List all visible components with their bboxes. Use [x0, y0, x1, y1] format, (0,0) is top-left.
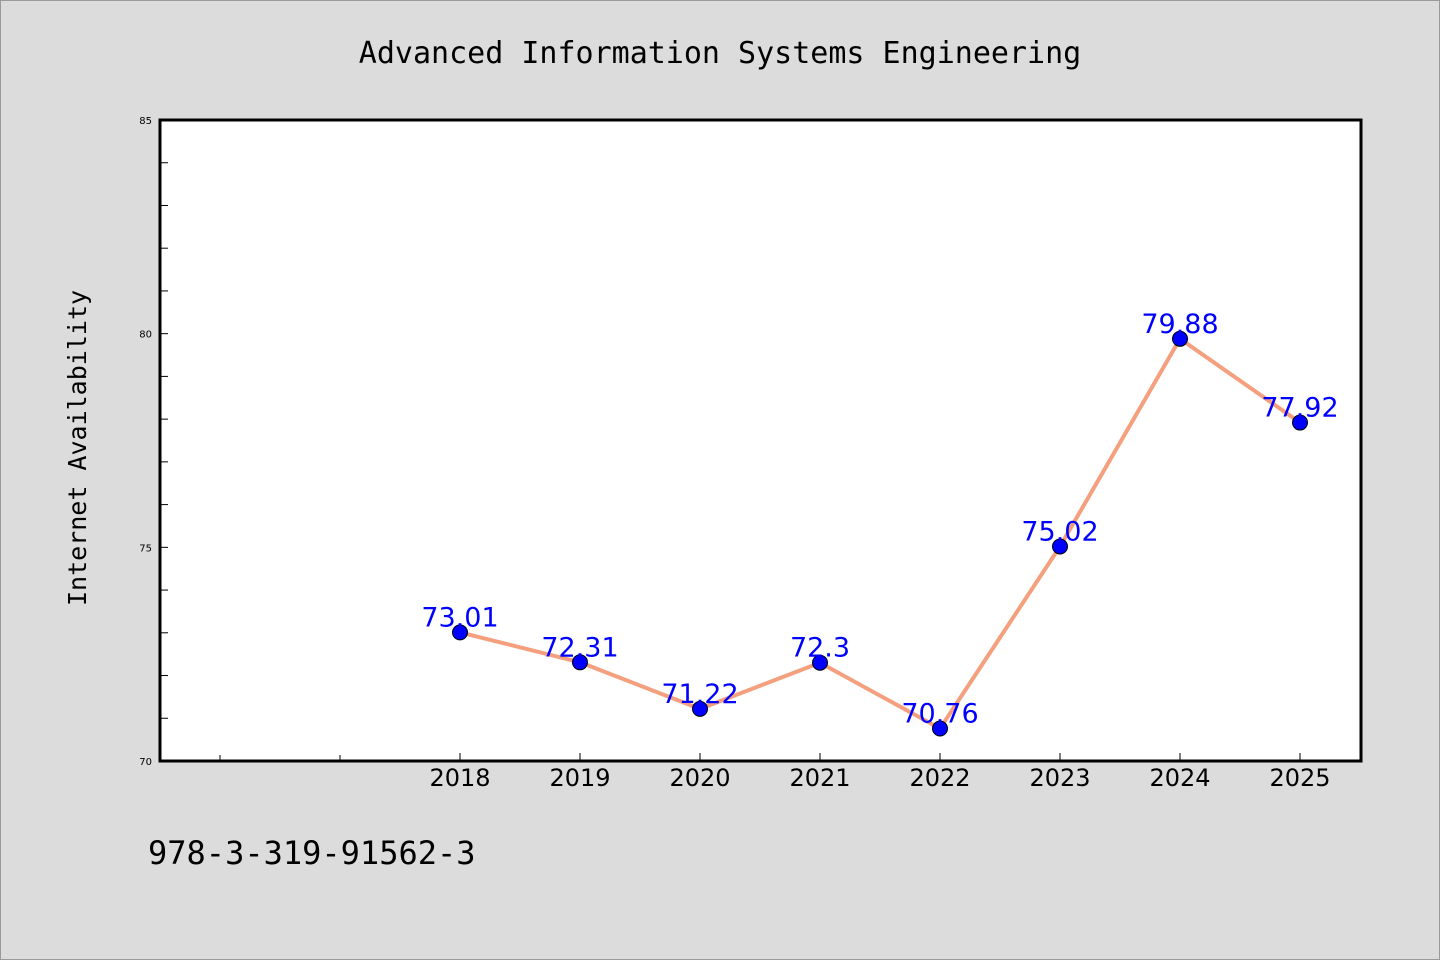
- data-point: [452, 624, 468, 641]
- data-point: [812, 654, 828, 671]
- data-label: 72.3: [790, 633, 850, 664]
- x-tick-label: 2019: [549, 764, 610, 792]
- data-point: [1172, 330, 1188, 347]
- data-point: [1052, 538, 1068, 555]
- x-tick-label: 2021: [789, 764, 850, 792]
- x-tick-label: 2023: [1029, 764, 1090, 792]
- y-tick-label: 75: [139, 543, 152, 554]
- data-point: [932, 720, 948, 737]
- series-group: 73.01 72.31 71.22 72.3 70.76 75.02 79.88 77.92: [421, 309, 1339, 737]
- x-tick-label: 2025: [1269, 764, 1330, 792]
- y-tick-label: 70: [139, 757, 152, 768]
- chart-title: Advanced Information Systems Engineering: [359, 36, 1081, 71]
- x-tick-label: 2022: [909, 764, 970, 792]
- x-tick-label: 2018: [429, 764, 490, 792]
- data-label: 75.02: [1021, 516, 1098, 547]
- data-label: 72.31: [541, 632, 618, 663]
- data-label: 73.01: [421, 602, 498, 633]
- series-line: [459, 336, 1302, 731]
- isbn-text: 978-3-319-91562-3: [148, 834, 476, 872]
- y-axis-label: Internet Availability: [63, 290, 92, 606]
- y-tick-label: 80: [139, 330, 152, 341]
- y-tick-label: 85: [139, 116, 152, 127]
- data-label: 77.92: [1261, 393, 1338, 424]
- data-point: [1292, 414, 1308, 431]
- data-label: 71.22: [661, 679, 738, 710]
- data-label: 70.76: [901, 699, 978, 730]
- x-axis: 2018 2019 2020 2021 2022 2023 2024 2025: [219, 753, 1331, 792]
- x-tick-label: 2024: [1149, 764, 1210, 792]
- x-tick-label: 2020: [669, 764, 730, 792]
- data-point: [692, 700, 708, 717]
- data-point: [572, 654, 588, 671]
- plot-area: [160, 120, 1361, 761]
- data-label: 79.88: [1141, 309, 1218, 340]
- plot-border: [158, 118, 1363, 763]
